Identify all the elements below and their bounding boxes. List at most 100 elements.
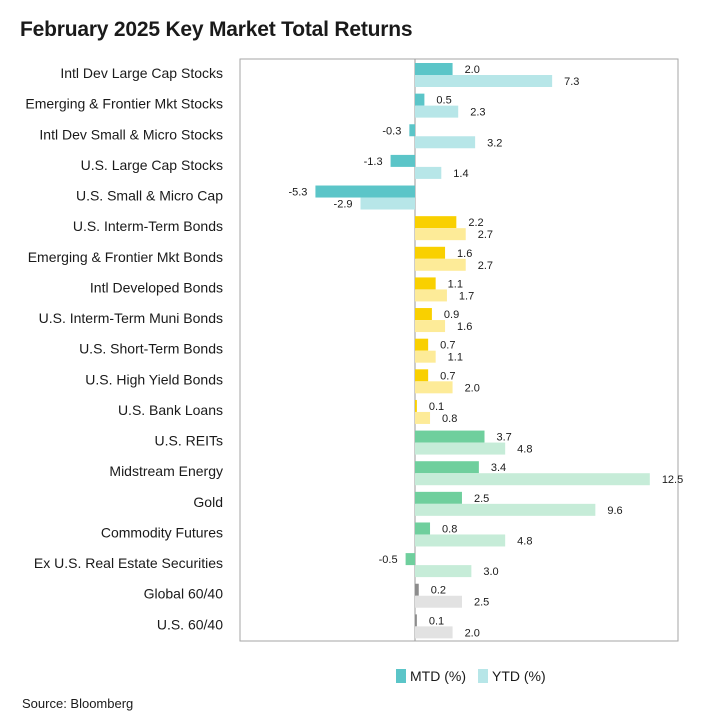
ytd-bar — [415, 381, 453, 394]
mtd-data-label: 3.4 — [491, 462, 506, 474]
mtd-bar — [415, 583, 419, 596]
category-label: Intl Developed Bonds — [90, 279, 223, 295]
mtd-bar — [415, 369, 429, 382]
category-label: Emerging & Frontier Mkt Bonds — [28, 249, 223, 265]
mtd-bar — [415, 430, 485, 443]
ytd-bar — [415, 442, 506, 455]
mtd-bar — [415, 461, 479, 474]
legend-swatch-ytd — [478, 669, 488, 683]
ytd-bar — [415, 595, 462, 608]
mtd-bar — [415, 93, 425, 106]
category-label: Emerging & Frontier Mkt Stocks — [25, 96, 223, 112]
mtd-bar — [415, 338, 429, 351]
ytd-data-label: 9.6 — [607, 505, 622, 517]
ytd-bar — [415, 105, 459, 118]
legend-label-ytd: YTD (%) — [492, 668, 546, 684]
ytd-bar — [415, 258, 466, 271]
category-label: Global 60/40 — [144, 586, 224, 602]
mtd-data-label: 3.7 — [497, 432, 512, 444]
ytd-data-label: 12.5 — [662, 474, 683, 486]
mtd-bar — [409, 124, 415, 137]
mtd-bar — [415, 614, 417, 627]
category-label: Ex U.S. Real Estate Securities — [34, 555, 223, 571]
category-label: U.S. Short-Term Bonds — [79, 341, 223, 357]
category-label: U.S. Bank Loans — [118, 402, 223, 418]
mtd-data-label: 0.7 — [440, 370, 455, 382]
ytd-bar — [415, 75, 553, 87]
category-label: U.S. Small & Micro Cap — [76, 188, 223, 204]
ytd-bar — [415, 166, 442, 179]
ytd-bar — [415, 473, 650, 486]
mtd-data-label: 0.2 — [431, 585, 446, 597]
mtd-data-label: 1.6 — [457, 248, 472, 260]
mtd-data-label: 0.5 — [436, 95, 451, 107]
ytd-data-label: 3.2 — [487, 137, 502, 149]
ytd-data-label: 2.7 — [478, 260, 493, 272]
ytd-data-label: 1.4 — [453, 168, 468, 180]
mtd-data-label: 2.0 — [465, 64, 480, 76]
ytd-data-label: 2.0 — [465, 382, 480, 394]
ytd-bar — [415, 411, 431, 424]
mtd-data-label: 0.1 — [429, 401, 444, 413]
ytd-bar — [415, 320, 446, 333]
ytd-bar — [415, 534, 506, 547]
mtd-bar — [415, 277, 436, 290]
mtd-data-label: -0.3 — [382, 125, 401, 137]
mtd-data-label: -1.3 — [364, 156, 383, 168]
mtd-bar — [415, 246, 446, 259]
category-label: Gold — [193, 494, 223, 510]
ytd-data-label: 4.8 — [517, 535, 532, 547]
ytd-data-label: 2.3 — [470, 107, 485, 119]
mtd-data-label: -5.3 — [288, 187, 307, 199]
ytd-data-label: 1.6 — [457, 321, 472, 333]
ytd-bar — [360, 197, 415, 210]
ytd-data-label: 2.5 — [474, 597, 489, 609]
ytd-data-label: 2.0 — [465, 627, 480, 639]
mtd-bar — [405, 553, 415, 566]
mtd-data-label: -0.5 — [379, 554, 398, 566]
ytd-data-label: 7.3 — [564, 76, 579, 88]
mtd-bar — [315, 185, 415, 198]
category-label: U.S. High Yield Bonds — [85, 371, 223, 387]
ytd-data-label: 1.7 — [459, 290, 474, 302]
mtd-bar — [415, 399, 417, 412]
category-label: U.S. Interm-Term Bonds — [73, 218, 223, 234]
mtd-data-label: 0.9 — [444, 309, 459, 321]
ytd-bar — [415, 228, 466, 241]
mtd-bar — [415, 216, 457, 229]
category-label: U.S. Large Cap Stocks — [81, 157, 223, 173]
source-note: Source: Bloomberg — [22, 696, 134, 711]
mtd-data-label: 0.1 — [429, 615, 444, 627]
mtd-data-label: 0.8 — [442, 523, 457, 535]
legend-swatch-mtd — [396, 669, 406, 683]
ytd-data-label: 2.7 — [478, 229, 493, 241]
mtd-data-label: 0.7 — [440, 340, 455, 352]
ytd-bar — [415, 503, 596, 516]
mtd-bar — [415, 491, 462, 504]
ytd-data-label: 4.8 — [517, 444, 532, 456]
ytd-bar — [415, 350, 436, 363]
mtd-data-label: 1.1 — [448, 278, 463, 290]
category-label: Intl Dev Small & Micro Stocks — [39, 126, 223, 142]
category-label: Midstream Energy — [109, 463, 223, 479]
category-label: Intl Dev Large Cap Stocks — [60, 65, 223, 81]
legend-label-mtd: MTD (%) — [410, 668, 466, 684]
ytd-bar — [415, 565, 472, 578]
mtd-bar — [415, 522, 431, 535]
chart-title: February 2025 Key Market Total Returns — [20, 18, 413, 41]
ytd-bar — [415, 136, 476, 149]
mtd-bar — [415, 63, 453, 75]
mtd-bar — [415, 308, 432, 321]
category-label: U.S. REITs — [155, 433, 223, 449]
category-label: U.S. 60/40 — [157, 616, 223, 632]
mtd-data-label: 2.2 — [468, 217, 483, 229]
ytd-bar — [415, 626, 453, 639]
ytd-data-label: 3.0 — [483, 566, 498, 578]
ytd-data-label: -2.9 — [334, 199, 353, 211]
ytd-data-label: 0.8 — [442, 413, 457, 425]
ytd-data-label: 1.1 — [448, 352, 463, 364]
category-label: Commodity Futures — [101, 524, 223, 540]
plot-frame — [239, 58, 679, 642]
mtd-data-label: 2.5 — [474, 493, 489, 505]
